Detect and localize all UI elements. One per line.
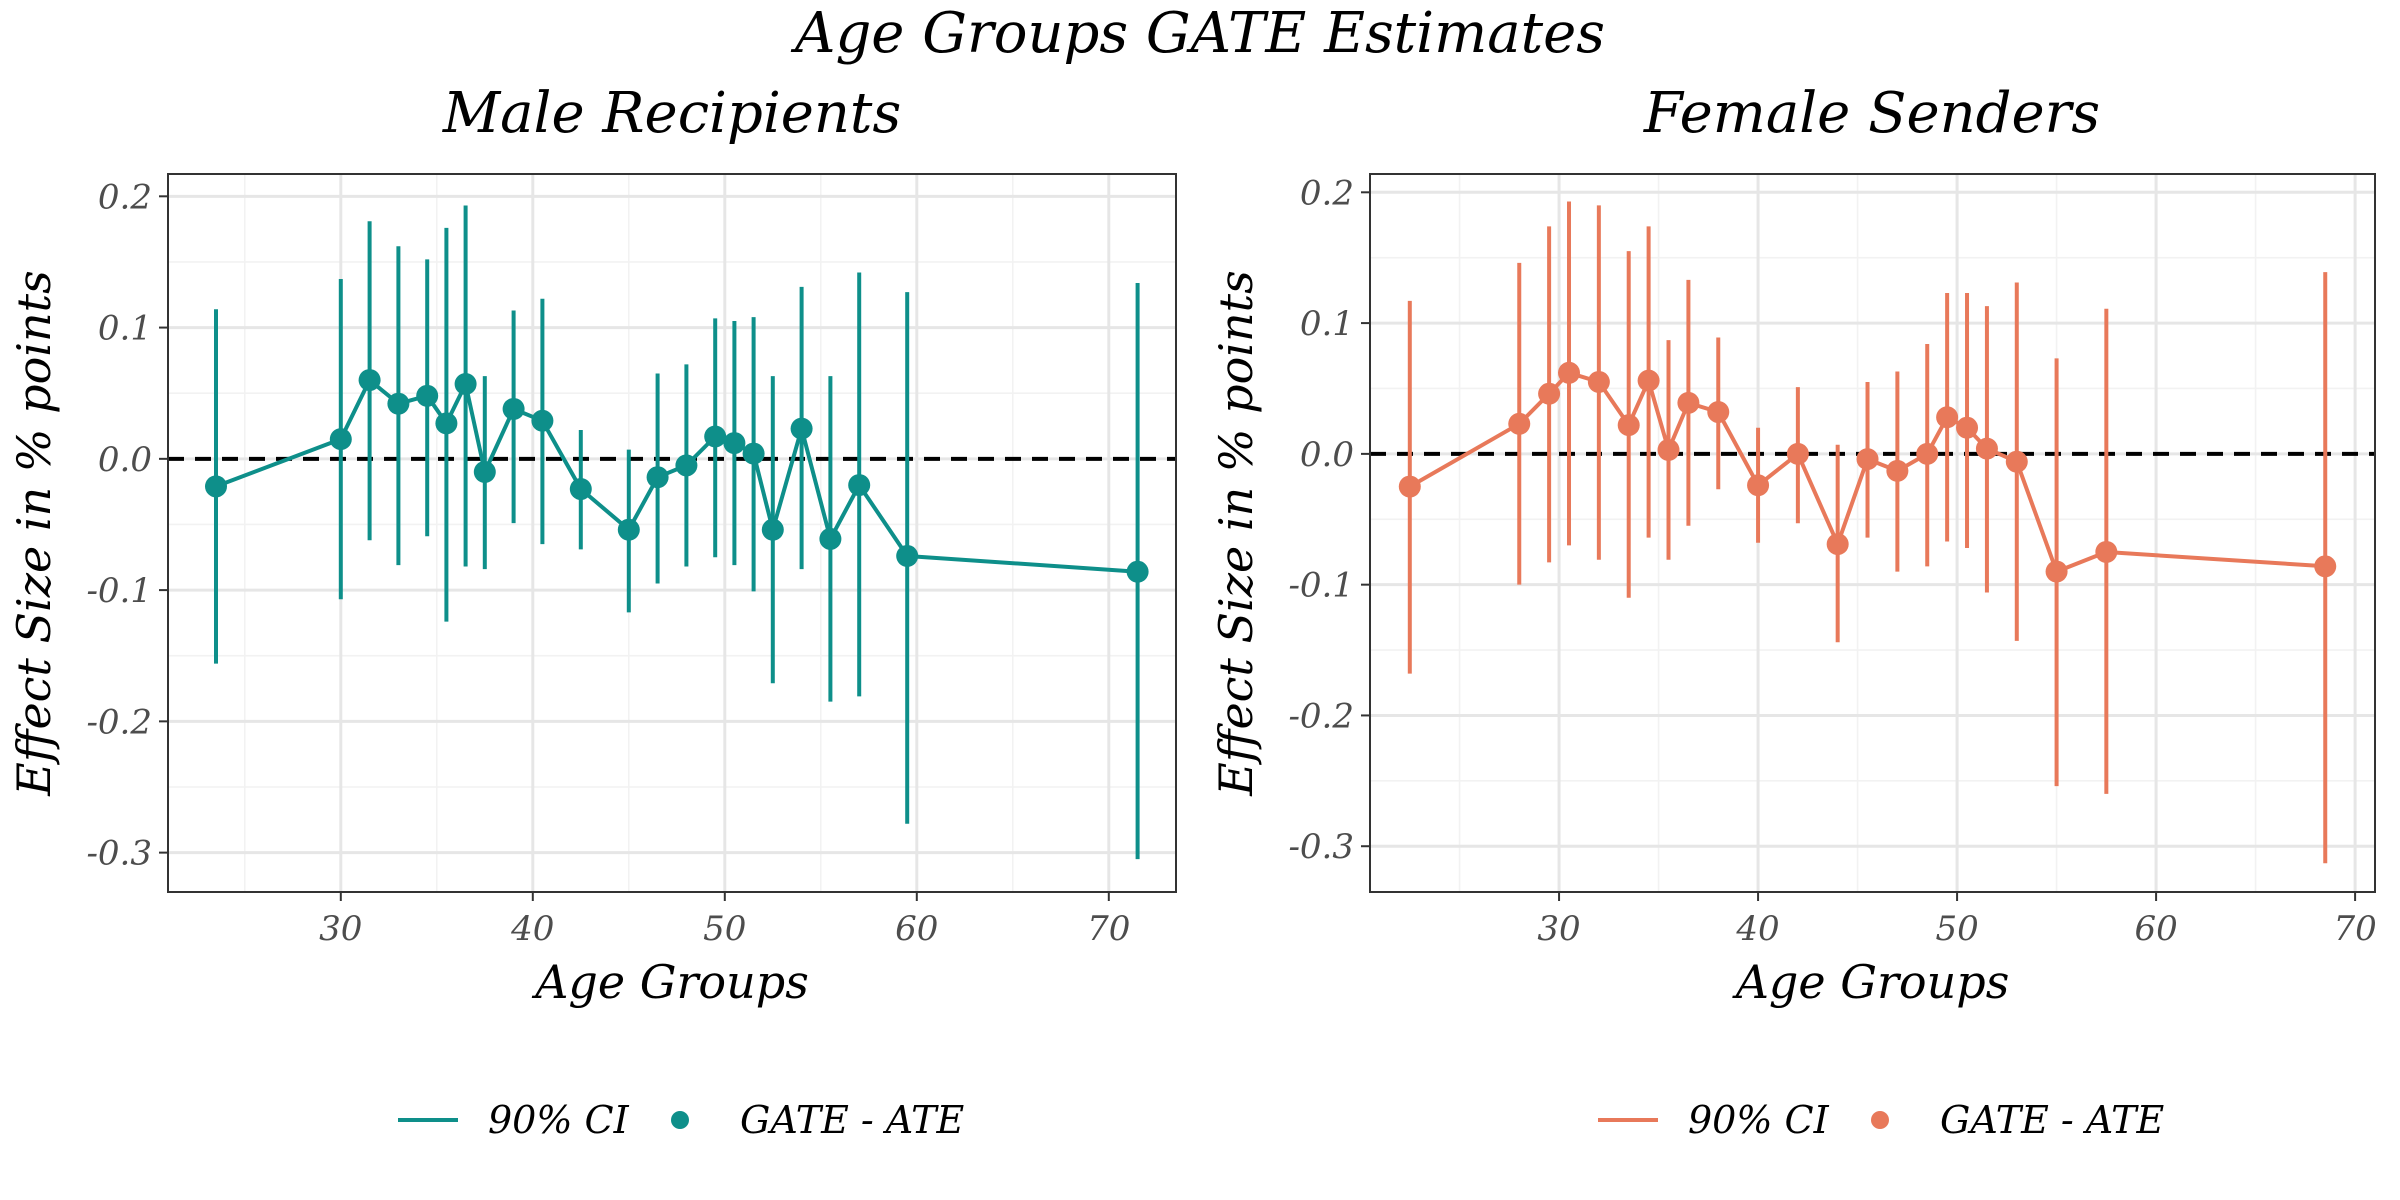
gate-point bbox=[1956, 416, 1979, 439]
x-tick-label: 70 bbox=[1087, 909, 1130, 949]
gate-point bbox=[646, 466, 669, 489]
gate-point bbox=[1886, 459, 1909, 482]
y-tick-label: -0.1 bbox=[1288, 566, 1354, 606]
panel-border bbox=[167, 173, 1177, 893]
gate-point bbox=[704, 425, 727, 448]
gate-point bbox=[819, 527, 842, 550]
legend-point-swatch bbox=[1871, 1111, 1889, 1129]
gate-point bbox=[1936, 406, 1959, 429]
x-tick-label: 50 bbox=[1935, 909, 1978, 949]
gate-point bbox=[848, 474, 871, 497]
gate-point bbox=[502, 397, 525, 420]
gate-point bbox=[761, 518, 784, 541]
legend-ci-label: 90% CI bbox=[1688, 1098, 1830, 1142]
gate-point bbox=[1826, 533, 1849, 556]
gate-point bbox=[742, 442, 765, 465]
gate-point bbox=[473, 460, 496, 483]
x-tick-label: 30 bbox=[1537, 909, 1580, 949]
y-tick-label: -0.2 bbox=[86, 702, 152, 742]
gate-series-line bbox=[215, 378, 1138, 574]
y-tick-label: 0.1 bbox=[98, 309, 152, 349]
gate-point bbox=[1856, 448, 1879, 471]
gate-point bbox=[1677, 391, 1700, 414]
x-tick-label: 60 bbox=[2134, 909, 2177, 949]
y-axis-title: Effect Size in % points bbox=[1209, 270, 1263, 796]
gate-point bbox=[675, 454, 698, 477]
gate-point bbox=[1558, 361, 1581, 384]
y-axis-title: Effect Size in % points bbox=[7, 270, 61, 796]
y-tick-label: 0.1 bbox=[1300, 304, 1354, 344]
gate-point bbox=[454, 373, 477, 396]
gate-point bbox=[1786, 442, 1809, 465]
gate-point bbox=[569, 478, 592, 501]
legend-ci-label: 90% CI bbox=[488, 1098, 630, 1142]
gate-point bbox=[790, 417, 813, 440]
panel-title: Female Senders bbox=[1643, 81, 2100, 146]
gate-point bbox=[531, 409, 554, 432]
y-tick-label: 0.0 bbox=[98, 440, 152, 480]
panel-female-senders: -0.3 -0.2 -0.1 0.0 0.1 0.2 30 40 50 60 70 Female Se… bbox=[1209, 81, 2377, 1142]
panel-border bbox=[1369, 173, 2376, 893]
gate-point bbox=[1916, 442, 1939, 465]
gate-point bbox=[1126, 560, 1149, 583]
gate-point bbox=[1398, 475, 1421, 498]
legend: 90% CI GATE - ATE bbox=[1598, 1098, 2165, 1142]
y-tick-label: 0.2 bbox=[1300, 173, 1354, 213]
y-tick-label: 0.0 bbox=[1300, 435, 1354, 475]
gate-point bbox=[387, 392, 410, 415]
x-tick-label: 30 bbox=[319, 909, 362, 949]
gate-point bbox=[416, 384, 439, 407]
gate-point bbox=[2005, 450, 2028, 473]
y-tick-label: -0.2 bbox=[1288, 696, 1354, 736]
x-tick-label: 60 bbox=[895, 909, 938, 949]
figure-title: Age Groups GATE Estimates bbox=[790, 1, 1605, 66]
x-tick-label: 50 bbox=[703, 909, 746, 949]
gate-point bbox=[435, 412, 458, 435]
gate-point bbox=[1617, 414, 1640, 437]
gate-point bbox=[617, 518, 640, 541]
y-tick-label: -0.3 bbox=[86, 834, 152, 874]
gate-point bbox=[358, 369, 381, 392]
gate-point bbox=[1747, 474, 1770, 497]
panel-title: Male Recipients bbox=[442, 81, 901, 146]
x-tick-label: 70 bbox=[2333, 909, 2376, 949]
x-tick-label: 40 bbox=[510, 909, 554, 949]
legend-point-swatch bbox=[671, 1111, 689, 1129]
gate-point bbox=[329, 428, 352, 451]
gate-point bbox=[896, 544, 919, 567]
x-tick-label: 40 bbox=[1735, 909, 1779, 949]
gate-point bbox=[1637, 369, 1660, 392]
gate-point bbox=[723, 432, 746, 455]
x-axis-title: Age Groups bbox=[531, 955, 809, 1009]
gate-point bbox=[2095, 540, 2118, 563]
legend: 90% CI GATE - ATE bbox=[398, 1098, 965, 1142]
y-tick-label: 0.2 bbox=[98, 177, 152, 217]
gate-point bbox=[1538, 382, 1561, 405]
gate-point bbox=[1587, 370, 1610, 393]
x-axis-title: Age Groups bbox=[1732, 955, 2010, 1009]
gate-point bbox=[205, 475, 227, 498]
gate-point bbox=[1508, 412, 1531, 435]
gate-point bbox=[2045, 560, 2068, 583]
gate-point bbox=[2314, 555, 2337, 578]
panel-male-recipients: -0.3 -0.2 -0.1 0.0 0.1 0.2 30 40 50 60 70 Male Reci… bbox=[7, 81, 1177, 1142]
y-tick-label: -0.1 bbox=[86, 571, 152, 611]
y-tick-label: -0.3 bbox=[1288, 827, 1354, 867]
legend-point-label: GATE - ATE bbox=[740, 1098, 965, 1142]
gate-point bbox=[1657, 438, 1680, 461]
legend-point-label: GATE - ATE bbox=[1940, 1098, 2165, 1142]
gate-point bbox=[1975, 437, 1998, 460]
gate-point bbox=[1707, 401, 1730, 424]
